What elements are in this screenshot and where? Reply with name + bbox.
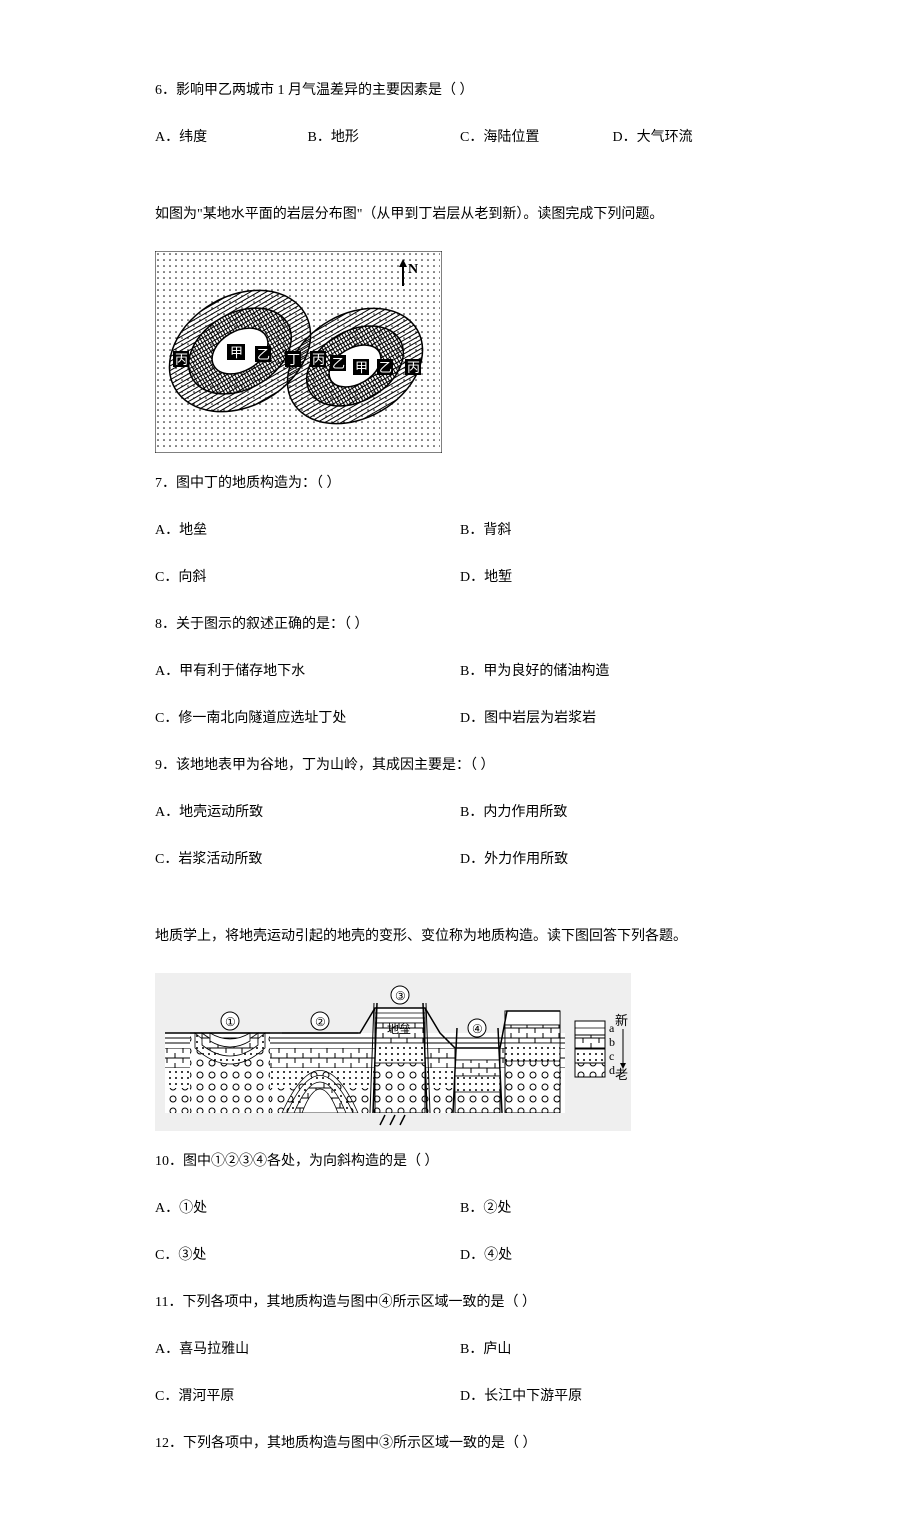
q9-options-2: C．岩浆活动所致 D．外力作用所致 [155,849,765,870]
q8-options-2: C．修一南北向隧道应选址丁处 D．图中岩层为岩浆岩 [155,708,765,729]
q10-opt-d: D．④处 [460,1245,765,1266]
q6-stem: 6．影响甲乙两城市 1 月气温差异的主要因素是（ ） [155,80,765,101]
passage-2: 如图为"某地水平面的岩层分布图"（从甲到丁岩层从老到新）。读图完成下列问题。 [155,204,765,225]
q10-stem: 10．图中①②③④各处，为向斜构造的是（ ） [155,1151,765,1172]
svg-text:b: b [609,1035,615,1049]
q11-stem: 11．下列各项中，其地质构造与图中④所示区域一致的是（ ） [155,1292,765,1313]
svg-text:c: c [609,1049,614,1063]
q11-opt-a: A．喜马拉雅山 [155,1339,460,1360]
q11-opt-b: B．庐山 [460,1339,765,1360]
q12-stem: 12．下列各项中，其地质构造与图中③所示区域一致的是（ ） [155,1433,765,1454]
svg-text:乙: 乙 [379,360,392,375]
q11-opt-c: C．渭河平原 [155,1386,460,1407]
svg-text:丁: 丁 [287,352,300,367]
q8-opt-d: D．图中岩层为岩浆岩 [460,708,765,729]
q6-opt-b: B．地形 [308,127,461,148]
q7-stem: 7．图中丁的地质构造为：（ ） [155,473,765,494]
q8-opt-a: A．甲有利于储存地下水 [155,661,460,682]
svg-text:丙: 丙 [175,352,188,367]
q10-opt-b: B．②处 [460,1198,765,1219]
q7-opt-c: C．向斜 [155,567,460,588]
svg-text:丙: 丙 [312,352,325,367]
q9-opt-b: B．内力作用所致 [460,802,765,823]
svg-text:④: ④ [472,1022,483,1036]
svg-text:乙: 乙 [257,347,270,362]
svg-text:①: ① [225,1015,236,1029]
q7-opt-d: D．地堑 [460,567,765,588]
q11-options-2: C．渭河平原 D．长江中下游平原 [155,1386,765,1407]
svg-text:乙: 乙 [332,356,345,371]
q6-options: A．纬度 B．地形 C．海陆位置 D．大气环流 [155,127,765,148]
q9-opt-a: A．地壳运动所致 [155,802,460,823]
q6-opt-c: C．海陆位置 [460,127,613,148]
q7-opt-b: B．背斜 [460,520,765,541]
cross-section-svg: ① ② ③ ④ 地垒 a b c d 新 老 [155,973,631,1131]
q8-opt-c: C．修一南北向隧道应选址丁处 [155,708,460,729]
q6-opt-d: D．大气环流 [613,127,766,148]
q7-options-2: C．向斜 D．地堑 [155,567,765,588]
q9-opt-c: C．岩浆活动所致 [155,849,460,870]
svg-text:N: N [408,262,418,277]
q7-opt-a: A．地垒 [155,520,460,541]
svg-text:甲: 甲 [230,345,243,360]
q9-opt-d: D．外力作用所致 [460,849,765,870]
svg-text:老: 老 [615,1067,628,1082]
q10-options-1: A．①处 B．②处 [155,1198,765,1219]
q8-stem: 8．关于图示的叙述正确的是：（ ） [155,614,765,635]
q10-opt-c: C．③处 [155,1245,460,1266]
q11-opt-d: D．长江中下游平原 [460,1386,765,1407]
q8-opt-b: B．甲为良好的储油构造 [460,661,765,682]
q6-opt-a: A．纬度 [155,127,308,148]
q10-options-2: C．③处 D．④处 [155,1245,765,1266]
svg-text:新: 新 [615,1013,628,1028]
passage-3: 地质学上，将地壳运动引起的地壳的变形、变位称为地质构造。读下图回答下列各题。 [155,926,765,947]
q8-options-1: A．甲有利于储存地下水 B．甲为良好的储油构造 [155,661,765,682]
figure-2: ① ② ③ ④ 地垒 a b c d 新 老 [155,973,765,1131]
svg-text:甲: 甲 [355,360,368,375]
q7-options-1: A．地垒 B．背斜 [155,520,765,541]
svg-text:地垒: 地垒 [387,1022,411,1036]
svg-text:丙: 丙 [407,360,420,375]
svg-text:②: ② [315,1015,326,1029]
svg-text:③: ③ [395,989,406,1003]
q9-options-1: A．地壳运动所致 B．内力作用所致 [155,802,765,823]
figure-1: N 甲 乙 丙 丁 丙 乙 甲 乙 丙 [155,251,765,453]
q10-opt-a: A．①处 [155,1198,460,1219]
q11-options-1: A．喜马拉雅山 B．庐山 [155,1339,765,1360]
q9-stem: 9．该地地表甲为谷地，丁为山岭，其成因主要是：（ ） [155,755,765,776]
strata-plan-svg: N 甲 乙 丙 丁 丙 乙 甲 乙 丙 [155,251,442,453]
